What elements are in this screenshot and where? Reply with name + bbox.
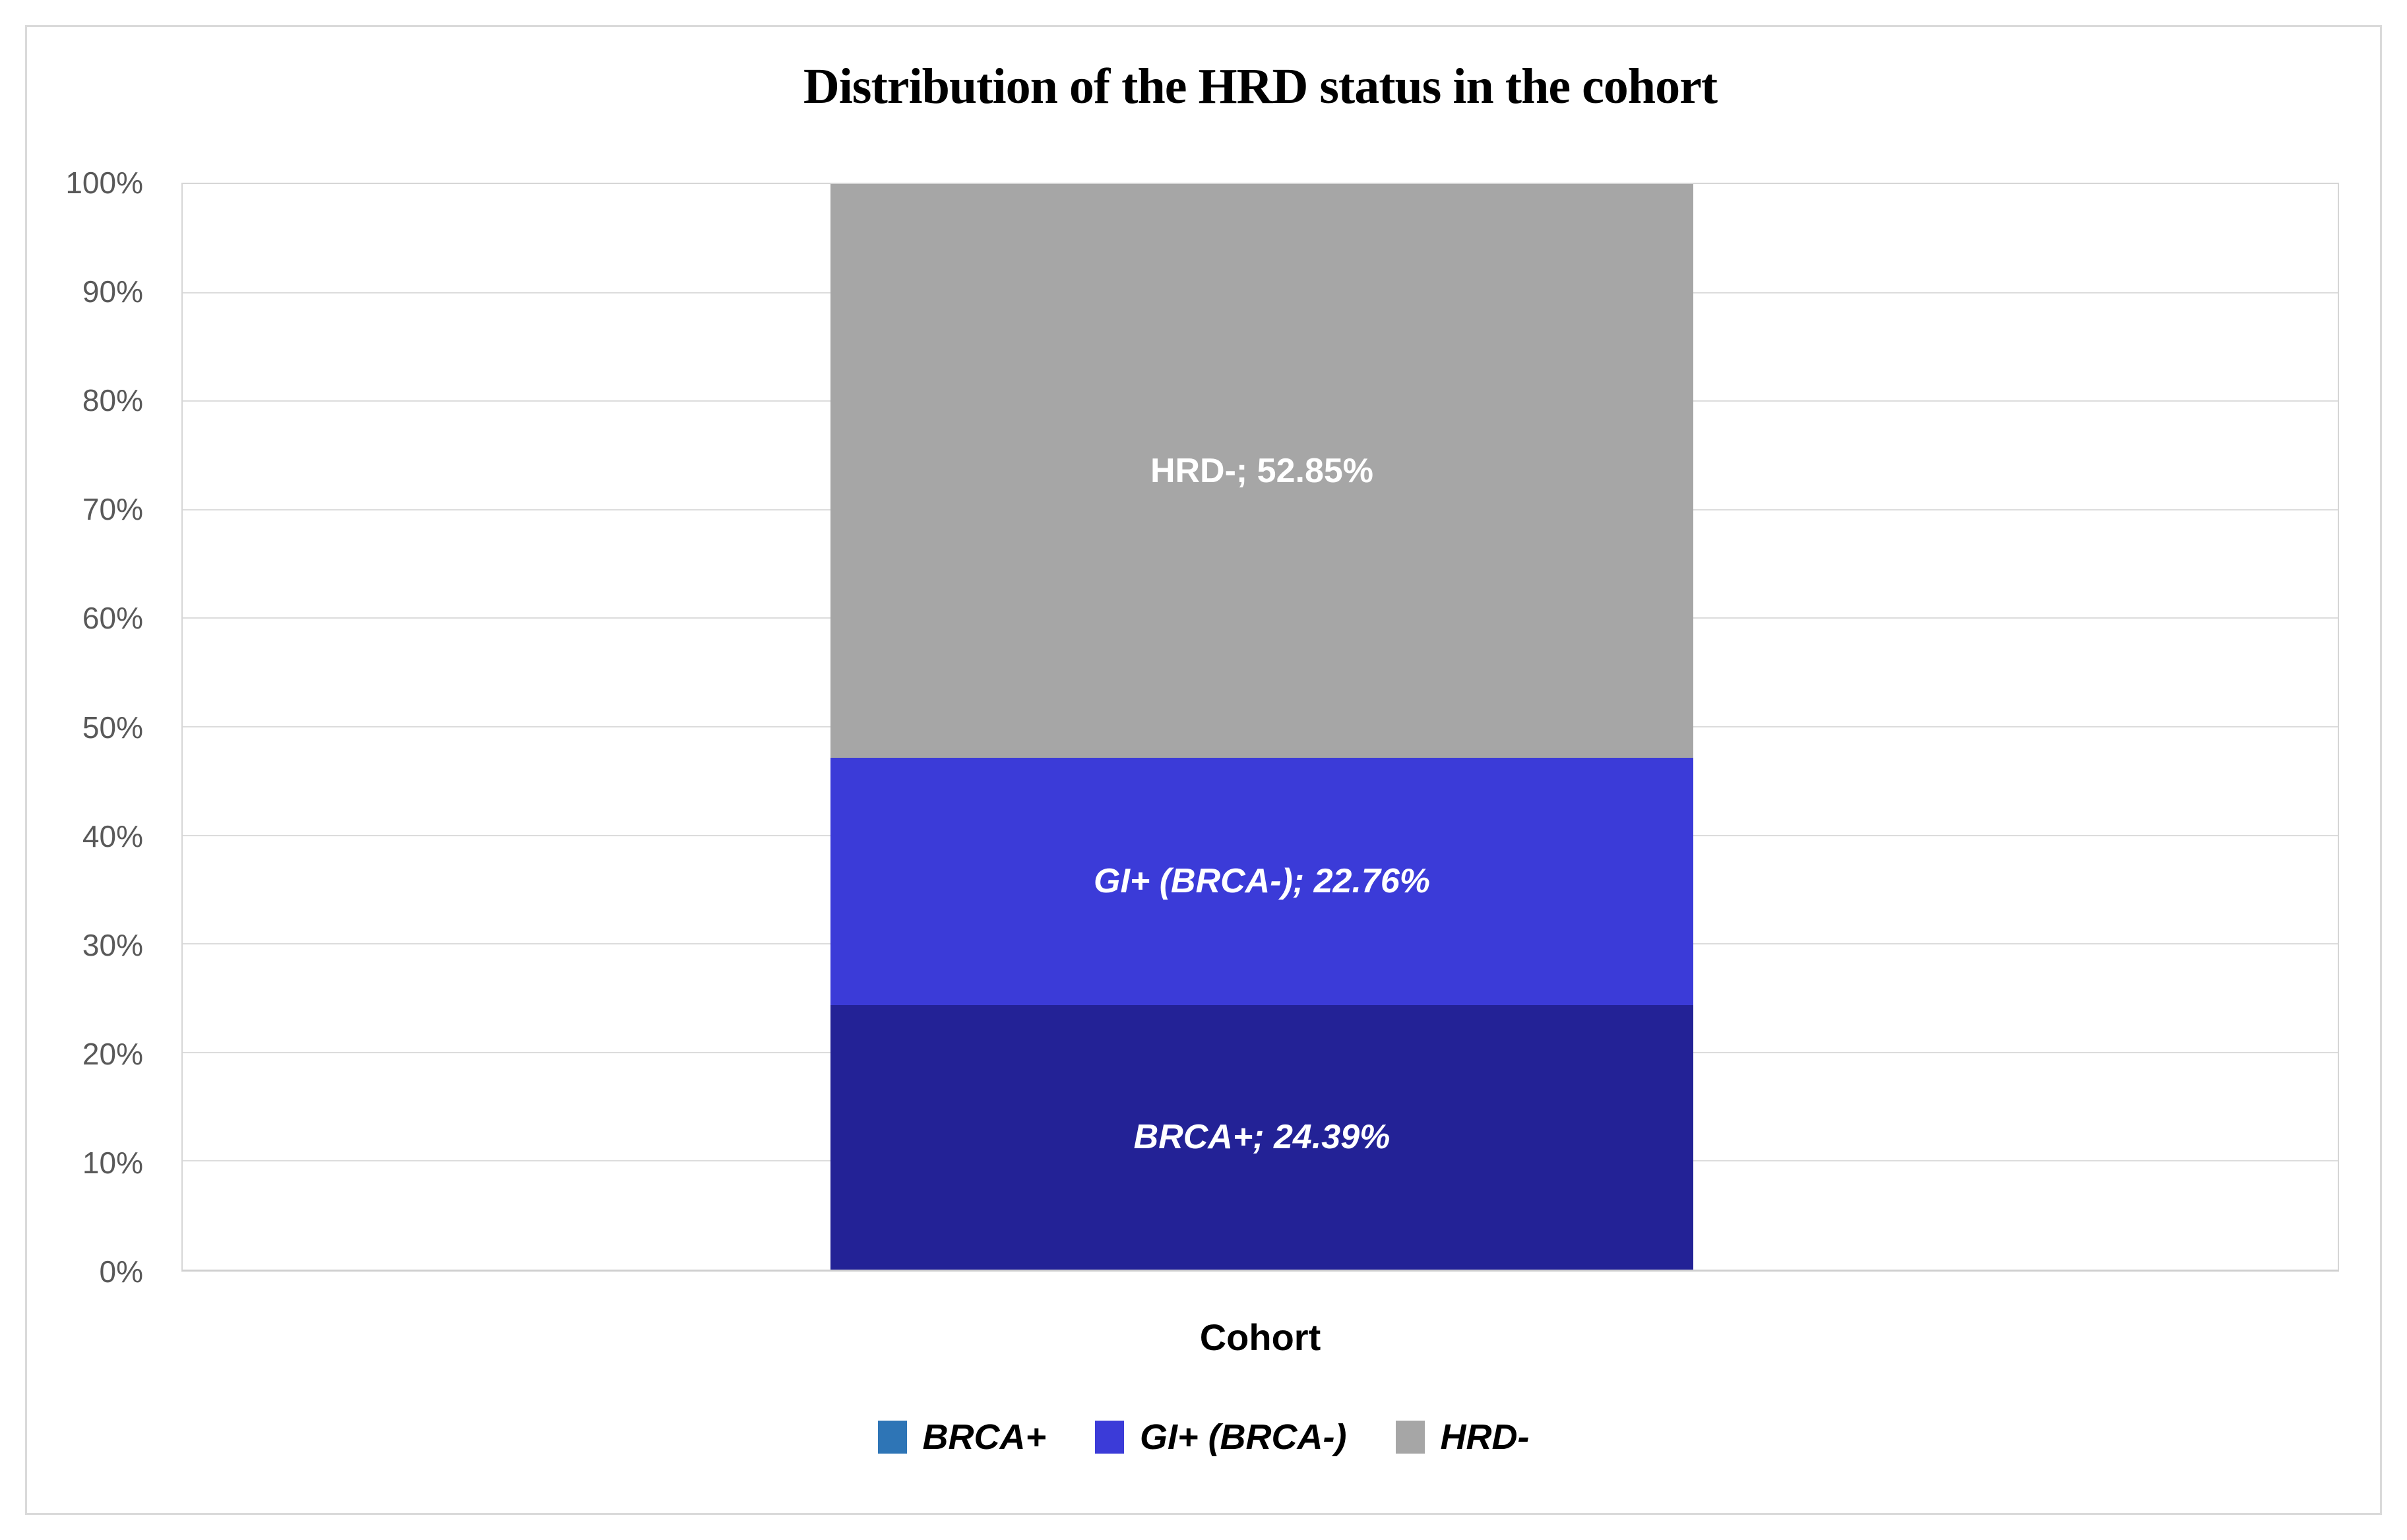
legend-label: HRD-	[1440, 1417, 1530, 1457]
legend-label: BRCA+	[922, 1417, 1047, 1457]
y-tick-label: 10%	[82, 1145, 143, 1180]
bar-segment-gi+-brca--: GI+ (BRCA-); 22.76%	[830, 757, 1693, 1005]
plot-area: HRD-; 52.85% GI+ (BRCA-); 22.76% BRCA+; 24…	[181, 183, 2339, 1272]
y-tick-label: 50%	[82, 710, 143, 745]
legend-label: GI+ (BRCA-)	[1140, 1417, 1347, 1457]
legend-swatch-icon	[1395, 1421, 1425, 1454]
legend-item-hrd-: HRD-	[1395, 1417, 1530, 1458]
y-tick-label: 60%	[82, 601, 143, 636]
y-tick-label: 20%	[82, 1036, 143, 1071]
chart-title: Distribution of the HRD status in the co…	[803, 59, 1718, 114]
legend-swatch-icon	[1095, 1421, 1125, 1454]
legend-item-gi+-brca--: GI+ (BRCA-)	[1095, 1417, 1347, 1458]
y-tick-label: 40%	[82, 818, 143, 853]
segment-data-label: BRCA+; 24.39%	[1133, 1118, 1391, 1157]
segment-data-label: GI+ (BRCA-); 22.76%	[1094, 862, 1430, 901]
bar-segment-brca+: BRCA+; 24.39%	[830, 1004, 1693, 1270]
y-tick-label: 70%	[82, 492, 143, 527]
y-tick-label: 80%	[82, 383, 143, 418]
legend-swatch-icon	[877, 1421, 907, 1454]
y-tick-label: 90%	[82, 274, 143, 309]
bar-segment-hrd-: HRD-; 52.85%	[830, 184, 1693, 758]
legend: BRCA+ GI+ (BRCA-) HRD-	[0, 1417, 2407, 1458]
x-axis-title: Cohort	[1199, 1316, 1321, 1358]
y-tick-label: 0%	[99, 1254, 143, 1289]
y-tick-label: 100%	[65, 166, 143, 200]
stacked-bar: HRD-; 52.85% GI+ (BRCA-); 22.76% BRCA+; 24…	[830, 184, 1693, 1270]
legend-item-brca+: BRCA+	[877, 1417, 1047, 1458]
y-tick-label: 30%	[82, 927, 143, 962]
segment-data-label: HRD-; 52.85%	[1150, 451, 1374, 490]
